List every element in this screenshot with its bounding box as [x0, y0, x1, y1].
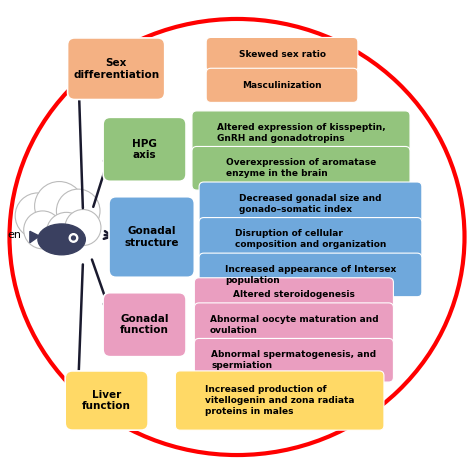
FancyBboxPatch shape [194, 303, 393, 346]
Circle shape [65, 210, 101, 246]
Circle shape [24, 211, 62, 249]
FancyBboxPatch shape [103, 292, 186, 357]
Text: Increased production of
vitellogenin and zona radiata
proteins in males: Increased production of vitellogenin and… [205, 385, 355, 416]
Text: Abnormal oocyte maturation and
ovulation: Abnormal oocyte maturation and ovulation [210, 315, 378, 335]
Text: Increased appearance of Intersex
population: Increased appearance of Intersex populat… [225, 265, 396, 285]
FancyBboxPatch shape [199, 182, 422, 226]
Ellipse shape [38, 224, 85, 255]
FancyBboxPatch shape [175, 371, 384, 430]
Text: en: en [7, 229, 21, 240]
Text: Disruption of cellular
composition and organization: Disruption of cellular composition and o… [235, 229, 386, 249]
FancyBboxPatch shape [199, 253, 422, 297]
Text: Masculinization: Masculinization [242, 81, 322, 90]
Text: Altered expression of kisspeptin,
GnRH and gonadotropins: Altered expression of kisspeptin, GnRH a… [217, 123, 385, 143]
Text: Liver
function: Liver function [82, 390, 131, 411]
Text: Skewed sex ratio: Skewed sex ratio [238, 50, 326, 59]
FancyBboxPatch shape [67, 38, 165, 100]
FancyBboxPatch shape [206, 68, 358, 102]
Text: Gonadal
structure: Gonadal structure [125, 226, 179, 248]
Text: Abnormal spermatogenesis, and
spermiation: Abnormal spermatogenesis, and spermiatio… [211, 350, 376, 370]
Circle shape [72, 236, 75, 240]
Text: Sex
differentiation: Sex differentiation [73, 58, 159, 80]
Circle shape [46, 212, 86, 252]
Text: Overexpression of aromatase
enzyme in the brain: Overexpression of aromatase enzyme in th… [226, 158, 376, 178]
Circle shape [35, 182, 84, 231]
Text: Altered steroidogenesis: Altered steroidogenesis [233, 291, 355, 299]
FancyBboxPatch shape [194, 338, 393, 382]
Circle shape [15, 193, 61, 238]
Polygon shape [30, 231, 39, 243]
Text: Gonadal
function: Gonadal function [120, 314, 169, 336]
Circle shape [69, 234, 78, 242]
Text: HPG
axis: HPG axis [132, 138, 157, 160]
Text: Decreased gonadal size and
gonado–somatic index: Decreased gonadal size and gonado–somati… [239, 194, 382, 214]
FancyBboxPatch shape [109, 197, 194, 277]
FancyBboxPatch shape [194, 278, 393, 312]
FancyBboxPatch shape [206, 37, 358, 72]
FancyBboxPatch shape [103, 118, 186, 181]
FancyBboxPatch shape [65, 371, 148, 430]
Circle shape [56, 189, 100, 233]
FancyBboxPatch shape [192, 146, 410, 190]
FancyBboxPatch shape [192, 111, 410, 155]
FancyBboxPatch shape [199, 218, 422, 261]
